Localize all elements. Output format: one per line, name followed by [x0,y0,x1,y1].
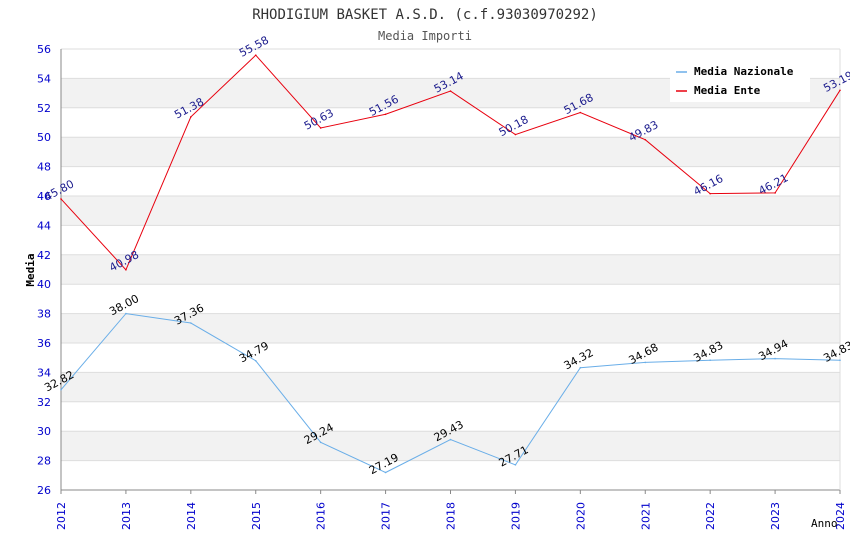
band-36 [61,313,840,343]
point-media-ente-2017 [384,113,387,116]
x-tick-label-2016: 2016 [315,502,328,530]
y-tick-label-48: 48 [37,161,51,174]
legend-label-media-ente: Media Ente [694,84,761,97]
chart-title: RHODIGIUM BASKET A.S.D. (c.f.93030970292… [252,7,598,23]
point-media-nazionale-2016 [319,441,322,444]
data-label-media-ente-2019: 50.18 [497,113,531,139]
point-media-ente-2013 [125,268,127,271]
x-tick-label-2020: 2020 [574,502,587,530]
point-media-nazionale-2023 [774,357,776,360]
band-40 [61,254,840,285]
point-media-nazionale-2021 [644,361,647,364]
point-media-nazionale-2017 [384,471,387,474]
y-axis-label: Media [24,253,37,286]
x-tick-label-2022: 2022 [704,502,717,530]
y-tick-label-50: 50 [37,131,51,144]
x-tick-label-2014: 2014 [185,502,198,530]
point-media-ente-2022 [709,192,711,195]
grid-lines [60,48,841,491]
y-tick-label-32: 32 [37,396,51,409]
point-media-nazionale-2024 [839,359,841,361]
point-media-ente-2020 [579,111,582,114]
point-media-ente-2015 [254,54,257,56]
point-media-ente-2024 [839,89,841,92]
y-tick-label-26: 26 [37,484,51,497]
y-tick-label-28: 28 [37,455,51,468]
y-tick-label-52: 52 [37,102,51,115]
point-media-ente-2023 [774,192,776,194]
y-tick-label-36: 36 [37,337,51,350]
data-label-media-nazionale-2020: 34.32 [562,346,596,372]
point-media-ente-2021 [644,138,647,141]
band-32 [61,372,840,402]
x-tick-label-2013: 2013 [120,502,133,530]
y-tick-label-40: 40 [37,278,51,291]
y-tick-label-56: 56 [37,43,51,56]
y-tick-label-30: 30 [37,425,51,438]
point-media-nazionale-2014 [190,322,192,324]
point-media-ente-2014 [190,116,192,118]
point-media-nazionale-2020 [579,366,582,369]
x-tick-label-2012: 2012 [55,502,68,530]
y-tick-label-34: 34 [37,366,51,379]
data-label-media-ente-2016: 50.63 [302,106,336,132]
point-media-ente-2019 [514,133,517,136]
y-tick-label-54: 54 [37,72,51,85]
x-tick-label-2019: 2019 [509,502,522,530]
data-label-media-nazionale-2021: 34.68 [627,341,661,367]
band-48 [61,137,840,167]
point-media-nazionale-2018 [449,438,452,441]
point-media-nazionale-2013 [125,312,127,315]
x-axis-label: Anno [811,517,838,530]
point-media-nazionale-2015 [254,359,257,362]
x-tick-label-2023: 2023 [769,502,782,530]
y-tick-label-38: 38 [37,308,51,321]
legend: Media Nazionale Media Ente [670,62,810,102]
x-tick-label-2015: 2015 [250,502,263,530]
point-media-nazionale-2019 [514,464,517,466]
data-label-media-ente-2015: 55.58 [237,34,271,60]
chart-subtitle: Media Importi [378,29,472,43]
band-28 [61,431,840,461]
point-media-nazionale-2022 [709,359,711,361]
x-tick-label-2017: 2017 [380,502,393,530]
y-tick-label-44: 44 [37,219,51,232]
legend-box [670,62,810,102]
data-label-media-ente-2023: 46.21 [756,171,790,197]
x-axis-ticks: 2012 2013 2014 2015 2016 2017 2018 2019 2020 2021… [55,490,847,530]
y-tick-label-42: 42 [37,249,51,262]
y-tick-label-46: 46 [37,190,51,203]
point-media-ente-2018 [449,90,452,92]
data-label-media-ente-2022: 46.16 [691,172,725,198]
x-tick-label-2021: 2021 [639,502,652,530]
legend-label-media-nazionale: Media Nazionale [694,65,794,78]
series-group [60,54,841,474]
band-44 [61,196,840,226]
y-axis-ticks: 26 28 30 32 34 36 38 40 42 44 46 48 50 52 54 56 [37,43,51,497]
point-media-ente-2012 [60,198,62,200]
point-media-nazionale-2012 [60,388,62,391]
background-bands [61,78,840,461]
point-media-ente-2016 [319,127,322,129]
x-tick-label-2024: 2024 [834,502,847,530]
x-tick-label-2018: 2018 [445,502,458,530]
